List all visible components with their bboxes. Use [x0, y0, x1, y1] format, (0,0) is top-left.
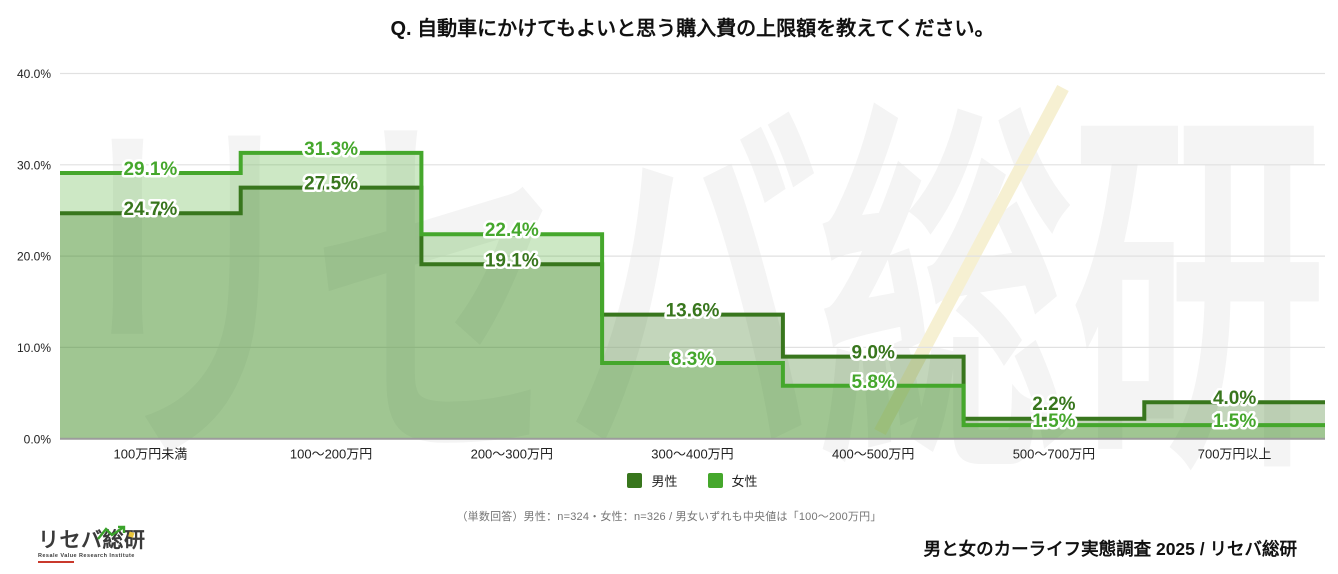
brand-logo-text: リセバ総研	[38, 525, 146, 552]
x-tick-1: 100〜200万円	[290, 446, 372, 461]
value-label-male-4: 9.0%	[852, 343, 895, 364]
value-label-female-4: 5.8%	[852, 372, 895, 393]
value-label-female-0: 29.1%	[123, 159, 177, 180]
chart-title: Q. 自動車にかけてもよいと思う購入費の上限額を教えてください。	[390, 18, 995, 40]
brand-logo-wordmark: リセバ総研	[38, 529, 146, 552]
y-tick-30: 30.0%	[17, 158, 51, 172]
value-label-male-6: 4.0%	[1213, 388, 1256, 409]
x-tick-0: 100万円未満	[114, 446, 188, 461]
gridlines	[60, 72, 1325, 348]
y-tick-10: 10.0%	[17, 341, 51, 355]
survey-credit: 男と女のカーライフ実態調査 2025 / リセバ総研	[923, 539, 1297, 559]
x-tick-5: 500〜700万円	[1013, 446, 1095, 461]
value-label-female-5: 1.5%	[1032, 411, 1075, 432]
x-tick-2: 200〜300万円	[471, 446, 553, 461]
y-tick-20: 20.0%	[17, 250, 51, 264]
x-tick-6: 700万円以上	[1198, 446, 1272, 461]
value-labels: 29.1% 24.7% 31.3% 27.5% 22.4% 19.1% 13.6% 8.3% 9…	[121, 136, 1259, 434]
value-label-female-6: 1.5%	[1213, 411, 1256, 432]
legend-item-male: 男性	[627, 471, 678, 490]
chart-legend: 男性 女性	[60, 471, 1325, 490]
watermark-kana-text: リセバ総研	[60, 86, 1325, 511]
brand-logo-zigzag-icon	[97, 525, 135, 540]
brand-logo: リセバ総研 Resale Value Research Institute	[38, 525, 146, 563]
step-line-female	[60, 150, 1325, 428]
legend-swatch-male-icon	[627, 473, 643, 488]
value-label-male-1: 27.5%	[304, 174, 358, 195]
series-fills	[60, 152, 1325, 439]
y-tick-0: 0.0%	[24, 432, 52, 446]
x-tick-4: 400〜500万円	[832, 446, 914, 461]
y-tick-40: 40.0%	[17, 67, 51, 81]
legend-label-male: 男性	[651, 474, 678, 489]
area-fill-female	[60, 152, 1325, 439]
survey-footnote: （単数回答）男性：n=324・女性：n=326 / 男女いずれも中央値は「100…	[456, 511, 882, 523]
value-label-female-1: 31.3%	[304, 139, 358, 160]
brand-logo-caption: Resale Value Research Institute	[38, 553, 135, 559]
value-label-male-0: 24.7%	[123, 199, 177, 220]
value-label-female-3: 8.3%	[671, 349, 714, 370]
step-line-male	[60, 185, 1325, 421]
legend-swatch-female-icon	[707, 473, 723, 488]
series-lines	[60, 150, 1325, 428]
legend-item-female: 女性	[707, 471, 758, 490]
y-axis-labels: 0.0% 10.0% 20.0% 30.0% 40.0%	[17, 67, 51, 446]
brand-logo-underline	[38, 560, 74, 563]
watermark-accent-line	[874, 84, 1069, 436]
value-label-female-2: 22.4%	[485, 220, 539, 241]
legend-label-female: 女性	[731, 474, 758, 489]
value-label-male-3: 13.6%	[666, 301, 720, 322]
x-tick-3: 300〜400万円	[651, 446, 733, 461]
area-fill-male	[60, 187, 1325, 439]
value-label-male-2: 19.1%	[485, 250, 539, 271]
watermark-layer: リセバ総研	[60, 84, 1325, 511]
x-axis-labels: 100万円未満 100〜200万円 200〜300万円 300〜400万円 400〜50…	[114, 446, 1272, 461]
value-label-male-5: 2.2%	[1032, 394, 1075, 415]
